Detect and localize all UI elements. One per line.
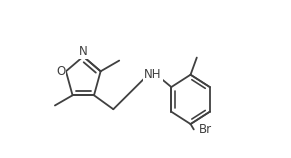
Text: N: N bbox=[79, 45, 88, 58]
Text: NH: NH bbox=[144, 68, 162, 81]
Text: Br: Br bbox=[199, 123, 212, 136]
Text: O: O bbox=[56, 65, 65, 78]
